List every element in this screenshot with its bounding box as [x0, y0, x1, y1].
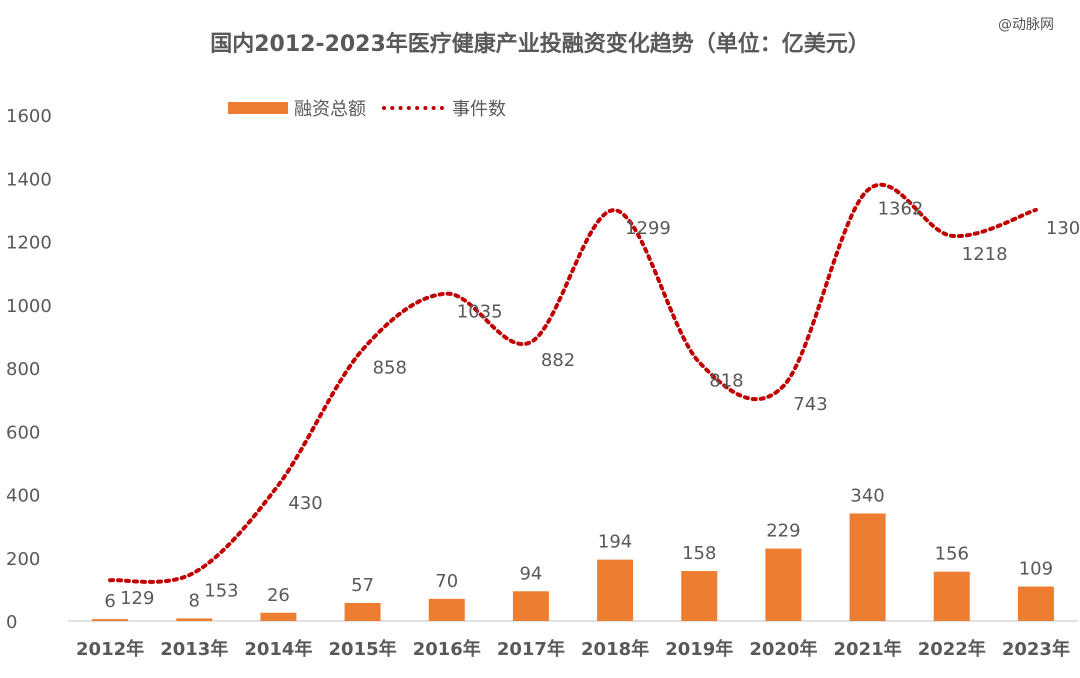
y-tick-label: 800 — [6, 359, 40, 380]
x-tick-label: 2016年 — [413, 638, 481, 660]
series-line-event-count — [108, 182, 1038, 584]
bar — [933, 571, 970, 621]
bar — [1017, 586, 1054, 621]
line-value-label: 882 — [541, 350, 575, 371]
x-tick-label: 2020年 — [749, 638, 817, 660]
line-value-label: 129 — [120, 588, 154, 609]
bar — [681, 571, 718, 621]
legend: 融资总额 事件数 — [228, 95, 506, 121]
bar — [176, 618, 213, 621]
bar-value-label: 94 — [519, 563, 542, 584]
bar-value-label: 57 — [351, 575, 374, 596]
line-value-label: 1218 — [962, 244, 1008, 265]
line-value-label: 1299 — [625, 218, 671, 239]
bar — [92, 619, 129, 621]
bar-value-label: 109 — [1019, 559, 1053, 580]
line-value-label: 1300 — [1046, 218, 1080, 239]
bar-value-label: 70 — [435, 571, 458, 592]
bar-value-label: 156 — [935, 544, 969, 565]
y-tick-label: 1200 — [6, 233, 52, 254]
y-tick-label: 600 — [6, 422, 40, 443]
bar — [597, 559, 634, 621]
y-tick-label: 1600 — [6, 106, 52, 127]
x-tick-label: 2021年 — [834, 638, 902, 660]
line-value-label: 743 — [793, 394, 827, 415]
legend-swatch-bar — [228, 102, 288, 114]
x-tick-label: 2022年 — [918, 638, 986, 660]
bar-value-label: 26 — [267, 585, 290, 606]
y-tick-label: 0 — [6, 612, 17, 633]
x-tick-label: 2019年 — [665, 638, 733, 660]
bar — [849, 513, 886, 621]
y-tick-label: 1400 — [6, 169, 52, 190]
bar-value-label: 6 — [104, 591, 115, 612]
y-tick-label: 1000 — [6, 296, 52, 317]
bar — [765, 548, 802, 621]
legend-swatch-line — [382, 106, 444, 110]
bar-value-label: 340 — [850, 485, 884, 506]
x-tick-label: 2012年 — [76, 638, 144, 660]
legend-label-line: 事件数 — [452, 99, 506, 120]
bar-value-label: 194 — [598, 532, 632, 553]
watermark: @动脉网 — [998, 17, 1054, 33]
bar — [344, 602, 381, 621]
legend-label-bar: 融资总额 — [294, 99, 366, 120]
line-value-label: 153 — [204, 581, 238, 602]
y-tick-label: 400 — [6, 486, 40, 507]
x-tick-label: 2023年 — [1002, 638, 1070, 660]
x-tick-label: 2018年 — [581, 638, 649, 660]
line-value-label: 818 — [709, 370, 743, 391]
x-tick-label: 2013年 — [160, 638, 228, 660]
y-tick-label: 200 — [6, 549, 40, 570]
x-tick-label: 2015年 — [329, 638, 397, 660]
x-tick-label: 2014年 — [244, 638, 312, 660]
x-tick-label: 2017年 — [497, 638, 565, 660]
bar — [428, 598, 465, 621]
bar — [512, 591, 549, 621]
bar-value-label: 158 — [682, 543, 716, 564]
bar-value-label: 229 — [766, 521, 800, 542]
line-value-label: 1035 — [457, 302, 503, 323]
line-value-label: 858 — [373, 358, 407, 379]
bar-value-label: 8 — [189, 590, 200, 611]
bar — [260, 612, 297, 621]
line-value-label: 430 — [288, 493, 322, 514]
line-value-label: 1362 — [878, 198, 924, 219]
chart-title: 国内2012-2023年医疗健康产业投融资变化趋势（单位：亿美元） — [210, 32, 870, 57]
